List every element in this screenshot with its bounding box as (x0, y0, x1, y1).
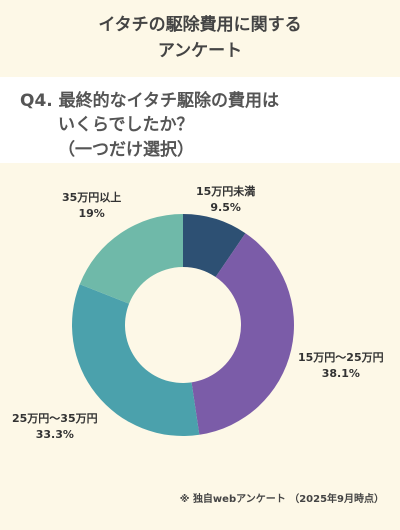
donut-slice-2 (72, 284, 200, 436)
page-title: イタチの駆除費用に関する アンケート (0, 12, 400, 64)
question-line-2: いくらでしたか？ (58, 115, 194, 135)
category-label-0: 15万円未満 (196, 185, 256, 198)
label-15-25: 15万円～25万円 38.1% (298, 350, 384, 382)
donut-slice-3 (79, 214, 183, 304)
donut-slice-1 (191, 233, 294, 435)
value-label-2: 33.3% (35, 428, 74, 441)
category-label-1: 15万円～25万円 (298, 351, 384, 364)
question-line-1: Q4. 最終的なイタチ駆除の費用は (20, 91, 279, 111)
label-over-35: 35万円以上 19% (62, 190, 121, 222)
value-label-3: 19% (78, 207, 105, 220)
donut-slice-0 (183, 214, 246, 278)
category-label-3: 35万円以上 (62, 191, 122, 204)
value-label-0: 9.5% (210, 201, 241, 214)
question-panel: Q4. 最終的なイタチ駆除の費用は いくらでしたか？ （一つだけ選択） (0, 77, 400, 163)
footnote: ※ 独自webアンケート （2025年9月時点） (179, 494, 384, 505)
label-under-15: 15万円未満 9.5% (196, 184, 255, 216)
category-label-2: 25万円～35万円 (12, 412, 98, 425)
value-label-1: 38.1% (321, 367, 360, 380)
title-line-1: イタチの駆除費用に関する (98, 15, 302, 35)
label-25-35: 25万円～35万円 33.3% (12, 411, 98, 443)
title-line-2: アンケート (157, 41, 243, 61)
question-line-3: （一つだけ選択） (58, 140, 194, 160)
